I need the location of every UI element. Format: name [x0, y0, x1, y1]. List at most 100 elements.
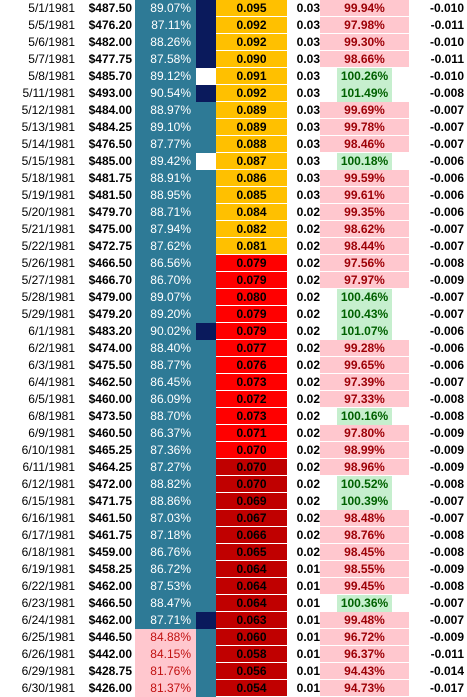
- small-value-cell[interactable]: 0.03: [296, 137, 320, 151]
- price-cell[interactable]: $474.00: [88, 341, 132, 355]
- ratio-cell[interactable]: 0.086: [216, 170, 287, 187]
- price-cell[interactable]: $493.00: [88, 86, 132, 100]
- percent-ratio-cell[interactable]: 99.30%: [320, 34, 409, 51]
- percent-ratio-cell[interactable]: 99.65%: [320, 357, 409, 374]
- change-cell[interactable]: -0.017: [429, 681, 464, 695]
- price-cell[interactable]: $428.75: [88, 664, 132, 678]
- change-cell[interactable]: -0.008: [429, 256, 464, 270]
- percent-ratio-cell[interactable]: 101.07%: [320, 323, 409, 340]
- small-value-cell[interactable]: 0.02: [296, 341, 320, 355]
- price-cell[interactable]: $426.00: [88, 681, 132, 695]
- small-value-cell[interactable]: 0.03: [296, 188, 320, 202]
- ratio-cell[interactable]: 0.069: [216, 493, 287, 510]
- percent-ratio-cell[interactable]: 97.97%: [320, 272, 409, 289]
- percent-ratio-cell[interactable]: 99.59%: [320, 170, 409, 187]
- ratio-cell[interactable]: 0.090: [216, 51, 287, 68]
- date-cell[interactable]: 6/26/1981: [21, 647, 75, 661]
- small-value-cell[interactable]: 0.03: [296, 103, 320, 117]
- percent-ratio-cell[interactable]: 99.35%: [320, 204, 409, 221]
- ratio-cell[interactable]: 0.092: [216, 34, 287, 51]
- date-cell[interactable]: 5/29/1981: [21, 307, 75, 321]
- price-cell[interactable]: $476.20: [88, 18, 132, 32]
- percent-ratio-cell[interactable]: 98.55%: [320, 561, 409, 578]
- percent-ratio-cell[interactable]: 99.69%: [320, 102, 409, 119]
- ratio-cell[interactable]: 0.087: [216, 153, 287, 170]
- ratio-cell[interactable]: 0.067: [216, 510, 287, 527]
- percent-cell[interactable]: 87.77%: [150, 137, 191, 151]
- date-cell[interactable]: 6/9/1981: [28, 426, 75, 440]
- date-cell[interactable]: 6/2/1981: [28, 341, 75, 355]
- price-cell[interactable]: $484.25: [88, 120, 132, 134]
- change-cell[interactable]: -0.008: [429, 392, 464, 406]
- ratio-cell[interactable]: 0.070: [216, 442, 287, 459]
- price-cell[interactable]: $473.50: [88, 409, 132, 423]
- price-cell[interactable]: $460.00: [88, 392, 132, 406]
- percent-cell[interactable]: 87.58%: [150, 52, 191, 66]
- date-cell[interactable]: 6/19/1981: [21, 562, 75, 576]
- change-cell[interactable]: -0.007: [429, 239, 464, 253]
- change-cell[interactable]: -0.007: [429, 222, 464, 236]
- percent-cell[interactable]: 88.40%: [150, 341, 191, 355]
- date-cell[interactable]: 6/16/1981: [21, 511, 75, 525]
- price-cell[interactable]: $487.50: [88, 1, 132, 15]
- percent-cell[interactable]: 89.42%: [150, 154, 191, 168]
- date-cell[interactable]: 6/4/1981: [28, 375, 75, 389]
- change-cell[interactable]: -0.011: [430, 647, 464, 661]
- percent-ratio-cell[interactable]: 99.94%: [320, 0, 409, 17]
- small-value-cell[interactable]: 0.02: [296, 358, 320, 372]
- percent-cell[interactable]: 87.71%: [150, 613, 191, 627]
- date-cell[interactable]: 5/6/1981: [28, 35, 75, 49]
- date-cell[interactable]: 5/15/1981: [21, 154, 75, 168]
- date-cell[interactable]: 5/19/1981: [21, 188, 75, 202]
- date-cell[interactable]: 6/30/1981: [21, 681, 75, 695]
- price-cell[interactable]: $485.00: [88, 154, 132, 168]
- small-value-cell[interactable]: 0.02: [296, 307, 320, 321]
- price-cell[interactable]: $462.00: [88, 579, 132, 593]
- ratio-cell[interactable]: 0.065: [216, 544, 287, 561]
- small-value-cell[interactable]: 0.03: [296, 86, 320, 100]
- ratio-cell[interactable]: 0.084: [216, 204, 287, 221]
- price-cell[interactable]: $476.50: [88, 137, 132, 151]
- small-value-cell[interactable]: 0.02: [296, 494, 320, 508]
- percent-ratio-cell[interactable]: 99.48%: [320, 612, 409, 629]
- percent-cell[interactable]: 88.47%: [150, 596, 191, 610]
- change-cell[interactable]: -0.006: [429, 205, 464, 219]
- ratio-cell[interactable]: 0.071: [216, 425, 287, 442]
- price-cell[interactable]: $472.75: [88, 239, 132, 253]
- percent-cell[interactable]: 87.18%: [150, 528, 191, 542]
- ratio-cell[interactable]: 0.060: [216, 629, 287, 646]
- ratio-cell[interactable]: 0.089: [216, 102, 287, 119]
- ratio-cell[interactable]: 0.058: [216, 646, 287, 663]
- ratio-cell[interactable]: 0.095: [216, 0, 287, 17]
- date-cell[interactable]: 6/3/1981: [28, 358, 75, 372]
- date-cell[interactable]: 5/26/1981: [21, 256, 75, 270]
- small-value-cell[interactable]: 0.02: [296, 222, 320, 236]
- ratio-cell[interactable]: 0.079: [216, 323, 287, 340]
- change-cell[interactable]: -0.009: [429, 460, 464, 474]
- percent-cell[interactable]: 87.11%: [151, 18, 191, 32]
- ratio-cell[interactable]: 0.063: [216, 612, 287, 629]
- percent-cell[interactable]: 90.02%: [150, 324, 191, 338]
- percent-ratio-cell[interactable]: 97.56%: [320, 255, 409, 272]
- percent-cell[interactable]: 86.37%: [150, 426, 191, 440]
- change-cell[interactable]: -0.011: [430, 52, 464, 66]
- date-cell[interactable]: 6/29/1981: [21, 664, 75, 678]
- percent-cell[interactable]: 89.07%: [150, 1, 191, 15]
- percent-ratio-cell[interactable]: 97.98%: [320, 17, 409, 34]
- percent-cell[interactable]: 88.97%: [150, 103, 191, 117]
- percent-cell[interactable]: 88.82%: [150, 477, 191, 491]
- change-cell[interactable]: -0.008: [429, 545, 464, 559]
- change-cell[interactable]: -0.009: [429, 562, 464, 576]
- small-value-cell[interactable]: 0.02: [296, 290, 320, 304]
- change-cell[interactable]: -0.009: [429, 273, 464, 287]
- date-cell[interactable]: 6/18/1981: [21, 545, 75, 559]
- ratio-cell[interactable]: 0.085: [216, 187, 287, 204]
- percent-cell[interactable]: 88.26%: [150, 35, 191, 49]
- date-cell[interactable]: 6/22/1981: [21, 579, 75, 593]
- percent-cell[interactable]: 87.27%: [150, 460, 191, 474]
- change-cell[interactable]: -0.008: [429, 528, 464, 542]
- change-cell[interactable]: -0.006: [429, 154, 464, 168]
- percent-ratio-cell[interactable]: 100.18%: [320, 153, 409, 170]
- percent-cell[interactable]: 87.03%: [150, 511, 191, 525]
- percent-cell[interactable]: 87.36%: [150, 443, 191, 457]
